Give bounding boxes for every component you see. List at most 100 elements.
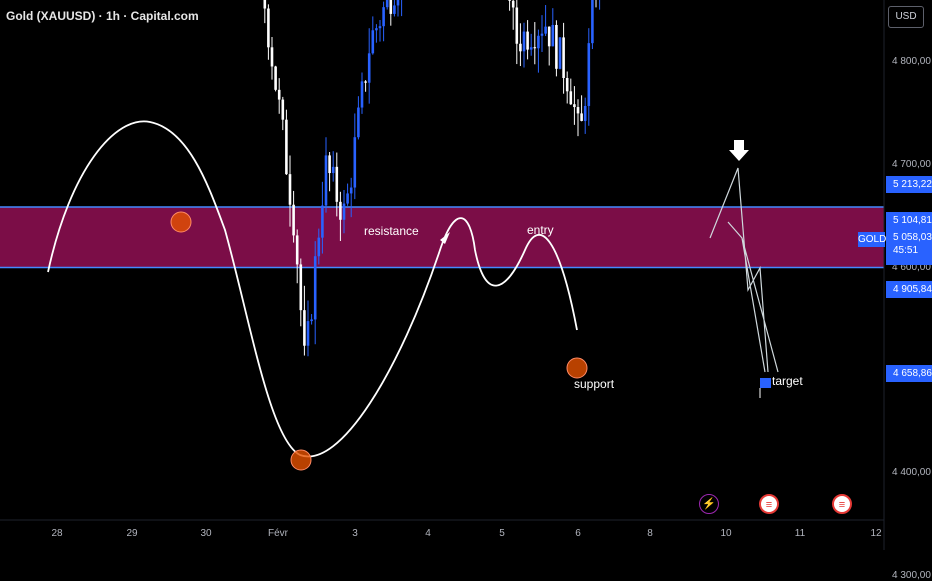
us-flag-event-icon[interactable]: ≡ [832,494,852,514]
forecast-zigzag [709,167,779,373]
candle-body [270,47,274,67]
candle-body [331,166,335,174]
us-flag-event-icon[interactable]: ≡ [759,494,779,514]
candle-body [515,7,519,44]
candle-body [267,8,270,48]
candle-body [508,0,511,1]
candle-body [313,256,317,320]
candle-body [274,66,277,90]
candle-body [558,37,562,69]
candle-body [339,201,342,220]
support-label: support [574,377,615,391]
candle-body [288,174,292,205]
resistance-label: resistance [364,224,419,238]
price-axis-label: 4 700,00 [892,158,931,170]
candle-body [519,43,522,52]
candle-body [389,0,393,14]
time-axis-label: 6 [575,528,581,539]
candle-body [263,0,267,9]
candle-body [522,31,526,52]
candle-body [364,81,367,83]
price-axis-label: 4 300,00 [892,569,931,581]
time-axis-label: 12 [870,528,882,539]
candle-body [335,166,339,202]
time-axis-label: 11 [794,528,806,539]
candle-body [367,53,371,83]
candle-body [569,91,573,105]
candle-body [324,155,328,206]
candle-body [281,99,285,120]
candle-body [277,89,281,100]
entry-label: entry [527,223,554,237]
candle-body [396,0,400,6]
arrow-head [440,232,450,244]
zone-upper-price-tag: 5 213,22 [886,176,932,193]
time-axis-label: 4 [425,528,431,539]
candle-body [393,5,396,14]
price-axis-label: 4 800,00 [892,56,931,67]
countdown-timer: 45:51 [893,245,919,256]
candle-body [317,237,321,257]
time-axis-label: 30 [200,528,212,539]
candle-body [580,113,583,121]
candle-body [306,321,310,346]
candle-body [555,24,558,69]
time-axis-label: 10 [720,528,732,539]
target-box [760,378,771,388]
pivot-marker [290,449,312,471]
candle-body [587,43,591,106]
candle-body [540,33,544,36]
candle-body [357,107,360,138]
down-arrow-icon [729,140,749,161]
candle-body [551,24,555,47]
last-price-value: 5 058,03 [893,232,932,243]
support-zone [0,207,884,268]
candle-body [529,47,533,50]
time-axis-label: 5 [499,528,505,539]
candle-body [526,31,529,50]
candle-body [346,193,349,204]
projection-curve [47,120,578,458]
last-price-tag: 5 058,03 45:51 [886,229,932,265]
candle-body [310,319,313,322]
candle-body [547,26,551,47]
pivot-marker [170,211,192,233]
candle-body [303,310,306,346]
time-axis-label: 8 [647,528,653,539]
candle-body [533,47,537,49]
candle-body [573,104,576,108]
candle-body [299,264,303,311]
candle-body [382,7,385,27]
candle-body [537,35,540,49]
candle-body [285,119,288,175]
support-price-tag: 4 658,86 [886,365,932,382]
candle-body [375,28,378,31]
currency-button[interactable]: USD [888,6,924,28]
candle-body [385,0,389,8]
candle-body [576,107,580,114]
symbol-tag: GOLD [858,232,887,247]
candle-body [360,81,364,108]
candle-body [544,26,547,34]
candle-body [378,26,382,29]
time-axis-label: Févr [268,528,288,539]
price-axis-label: 4 400,00 [892,467,931,478]
candle-body [353,137,357,188]
candle-body [328,155,331,174]
time-axis-label: 29 [126,528,138,539]
candle-body [292,204,295,236]
zone-resistance-price-tag: 5 104,81 [886,212,932,229]
candle-body [321,205,324,238]
time-axis-label: 28 [51,528,63,539]
candle-body [295,235,299,265]
lightning-event-icon[interactable]: ⚡ [699,494,719,514]
candle-body [511,0,515,8]
price-axis-label: 4 600,00 [892,261,931,273]
candle-body [371,30,375,54]
price-chart[interactable] [0,0,932,550]
candle-body [591,0,594,44]
chart-title: Gold (XAUUSD) · 1h · Capital.com [6,9,199,23]
candle-body [562,37,565,79]
pivot-marker [566,357,588,379]
